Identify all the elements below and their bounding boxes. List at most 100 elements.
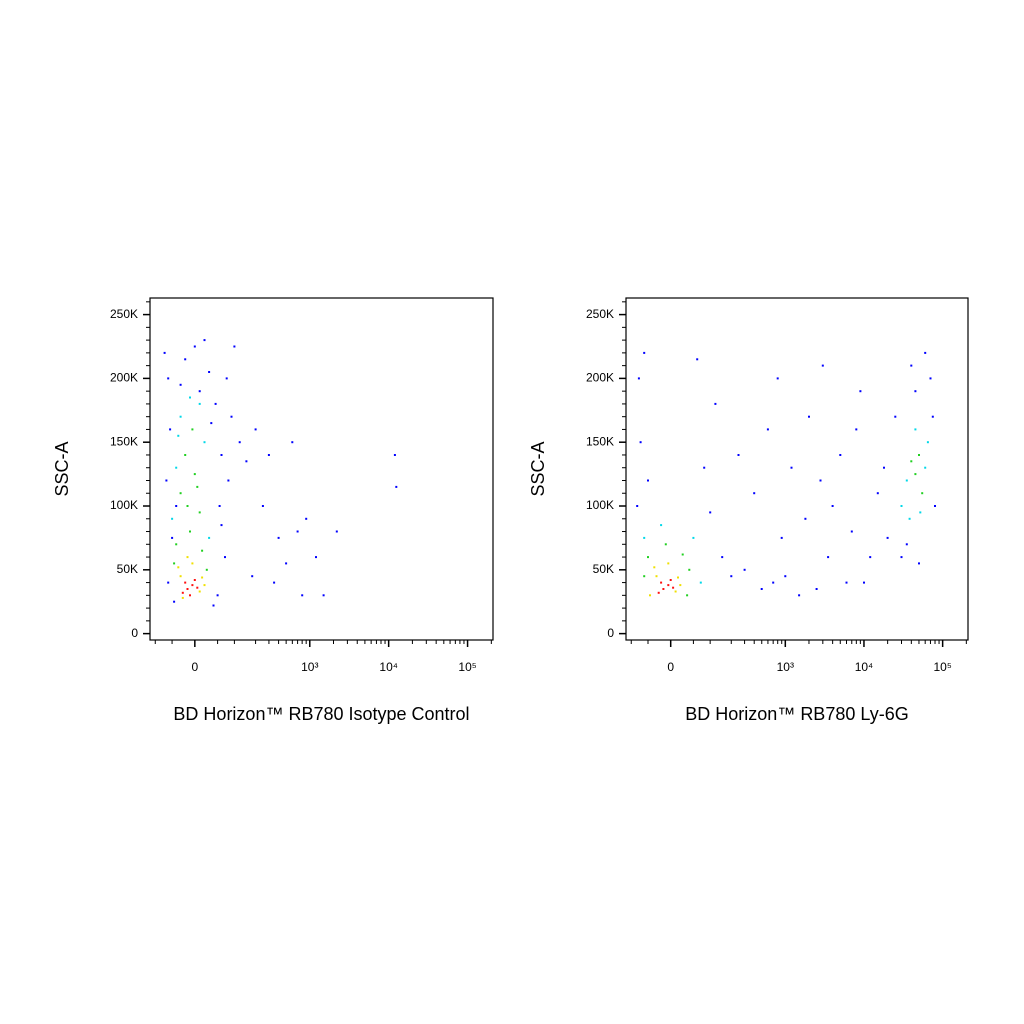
data-point bbox=[672, 586, 675, 589]
y-tick-label: 100K bbox=[586, 498, 614, 512]
data-point bbox=[910, 364, 913, 367]
plot: 0 50K 100K 150K 200K 250K 0 10³ 10⁴ 10⁵ BD Horizon… bbox=[52, 297, 494, 724]
data-point bbox=[883, 466, 885, 469]
data-point bbox=[643, 351, 646, 354]
data-point bbox=[196, 485, 199, 488]
plot: 0 50K 100K 150K 200K 250K 0 10³ 10⁴ 10⁵ BD Horizon… bbox=[528, 297, 969, 724]
data-point bbox=[277, 536, 280, 539]
data-point bbox=[804, 517, 807, 520]
plot-frame bbox=[149, 297, 494, 641]
x-tick-label: 10³ bbox=[301, 660, 318, 674]
data-point bbox=[205, 568, 208, 571]
data-point bbox=[322, 594, 325, 597]
data-point bbox=[335, 530, 338, 533]
y-tick-label: 0 bbox=[607, 626, 614, 640]
data-point bbox=[914, 473, 917, 476]
data-point bbox=[855, 428, 858, 431]
data-point bbox=[189, 594, 191, 597]
data-point bbox=[918, 562, 920, 565]
data-point bbox=[766, 428, 769, 431]
x-tick-label: 0 bbox=[667, 660, 674, 674]
data-point bbox=[175, 543, 178, 546]
y-tick-label: 50K bbox=[117, 562, 138, 576]
x-tick-label: 10⁵ bbox=[458, 660, 476, 674]
data-point bbox=[163, 351, 166, 354]
data-point bbox=[296, 530, 299, 533]
data-point bbox=[931, 415, 934, 418]
data-point bbox=[679, 584, 682, 587]
data-point bbox=[198, 390, 201, 393]
data-point bbox=[924, 351, 927, 354]
data-point bbox=[929, 377, 932, 380]
data-point bbox=[819, 479, 822, 482]
data-point bbox=[850, 530, 853, 533]
data-point bbox=[315, 556, 317, 559]
data-point bbox=[220, 524, 223, 527]
data-point bbox=[815, 588, 818, 590]
data-point bbox=[660, 581, 663, 584]
data-point bbox=[193, 473, 196, 476]
data-point bbox=[201, 549, 204, 552]
y-tick-label: 250K bbox=[586, 307, 614, 321]
data-point bbox=[692, 536, 695, 539]
data-point bbox=[210, 422, 213, 425]
y-tick-label: 200K bbox=[586, 371, 614, 385]
data-point bbox=[639, 441, 642, 444]
data-point bbox=[876, 492, 879, 495]
data-point bbox=[305, 517, 308, 520]
data-point bbox=[225, 377, 228, 380]
data-point bbox=[186, 588, 189, 590]
data-point bbox=[918, 454, 920, 456]
data-point bbox=[184, 358, 187, 361]
data-point bbox=[688, 568, 691, 571]
data-point bbox=[934, 505, 936, 507]
data-point bbox=[198, 511, 201, 514]
x-tick-label: 10⁵ bbox=[933, 660, 951, 674]
data-point bbox=[216, 594, 219, 597]
y-tick-label: 50K bbox=[593, 562, 614, 576]
data-point bbox=[637, 377, 640, 380]
data-point bbox=[193, 345, 196, 348]
data-point bbox=[179, 575, 182, 578]
data-point bbox=[230, 415, 233, 418]
data-point bbox=[189, 396, 191, 399]
data-point bbox=[636, 505, 639, 507]
data-point bbox=[224, 556, 226, 559]
data-point bbox=[790, 466, 793, 469]
data-point bbox=[179, 415, 182, 418]
data-point bbox=[760, 588, 763, 590]
x-axis-title: BD Horizon™ RB780 Ly-6G bbox=[685, 704, 908, 724]
data-point bbox=[177, 434, 180, 437]
data-point bbox=[238, 441, 241, 444]
data-point bbox=[649, 594, 651, 597]
data-point bbox=[681, 553, 684, 556]
data-point bbox=[894, 415, 897, 418]
data-point bbox=[191, 428, 194, 431]
data-point bbox=[181, 591, 184, 594]
data-point bbox=[647, 479, 649, 482]
data-point bbox=[919, 511, 922, 514]
data-point bbox=[655, 575, 658, 578]
data-point bbox=[667, 562, 670, 565]
data-point bbox=[905, 543, 908, 546]
data-point bbox=[175, 466, 178, 469]
data-point bbox=[203, 339, 206, 342]
x-tick-label: 10⁴ bbox=[855, 660, 874, 674]
data-point bbox=[203, 441, 206, 444]
y-tick-label: 150K bbox=[110, 434, 138, 448]
data-point bbox=[267, 454, 270, 456]
data-point bbox=[191, 562, 194, 565]
data-point bbox=[905, 479, 908, 482]
data-point bbox=[171, 536, 174, 539]
data-point bbox=[808, 415, 810, 418]
data-point bbox=[753, 492, 756, 495]
data-point bbox=[780, 536, 783, 539]
data-point bbox=[198, 402, 201, 405]
data-point bbox=[301, 594, 304, 597]
y-tick-label: 150K bbox=[586, 434, 614, 448]
data-point bbox=[696, 358, 699, 361]
data-point bbox=[186, 556, 189, 559]
data-point bbox=[703, 466, 706, 469]
x-axis-title: BD Horizon™ RB780 Isotype Control bbox=[173, 704, 469, 724]
